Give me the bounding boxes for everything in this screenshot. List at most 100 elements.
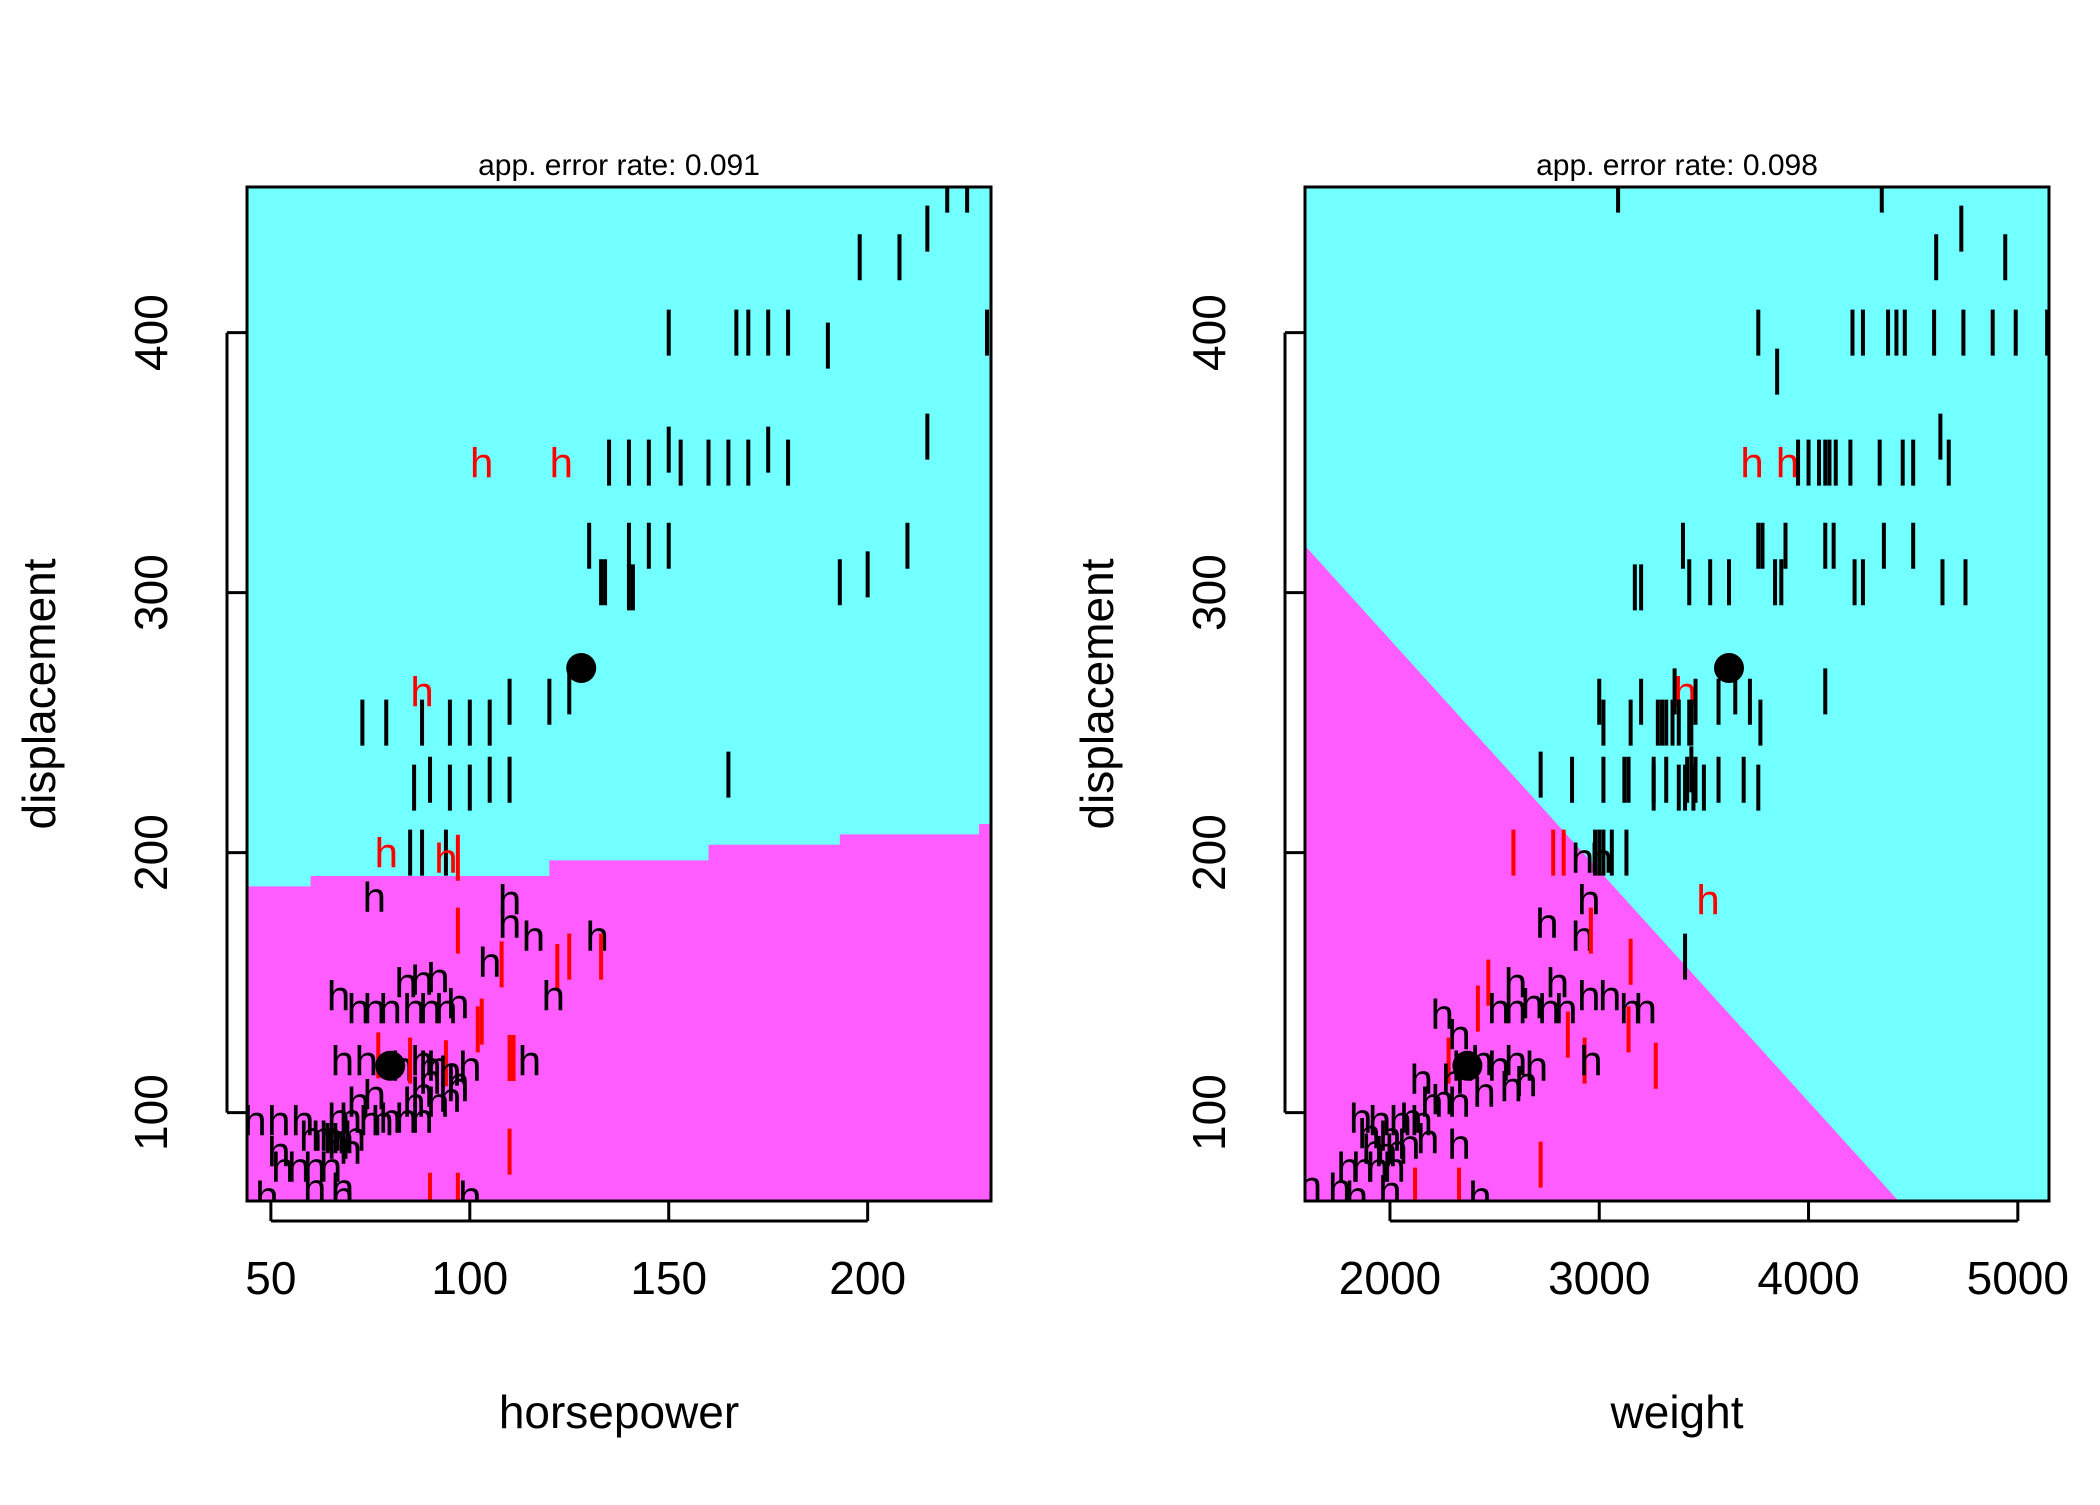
data-point-h: h <box>1447 1012 1470 1059</box>
data-point-h: h <box>299 1113 322 1160</box>
data-point-h: h <box>331 1173 354 1220</box>
data-point-h: h <box>446 1064 469 1111</box>
y-tick-label: 400 <box>125 294 177 371</box>
data-point-h: h <box>1378 1113 1401 1160</box>
data-point-h: h <box>434 835 457 882</box>
data-point-h: h <box>402 1079 425 1126</box>
data-point-h: h <box>1447 1079 1470 1126</box>
data-point-h: h <box>1590 835 1613 882</box>
data-point-h: h <box>331 1038 354 1085</box>
data-point-h: h <box>1399 1095 1422 1142</box>
data-point-h: h <box>327 1095 350 1142</box>
data-point-h: h <box>1525 1043 1548 1090</box>
centroid-marker <box>1714 653 1745 683</box>
data-point-h: h <box>1521 980 1544 1027</box>
data-point-h: h <box>426 954 449 1001</box>
data-point-h: h <box>355 1038 378 1085</box>
data-point-h: h <box>379 986 402 1033</box>
data-point-h: h <box>1554 986 1577 1033</box>
data-point-h: h <box>1487 1043 1510 1090</box>
y-tick-label: 200 <box>1183 814 1235 891</box>
data-point-h: h <box>1776 440 1799 487</box>
data-point-h: h <box>585 913 608 960</box>
data-point-h: h <box>518 1038 541 1085</box>
data-point-h: h <box>323 1116 346 1163</box>
data-point-h: h <box>438 1048 461 1095</box>
y-tick-label: 400 <box>1183 294 1235 371</box>
data-point-h: h <box>319 1144 342 1191</box>
data-point-h: h <box>1468 1173 1491 1220</box>
data-point-h: h <box>410 668 433 715</box>
data-point-h: h <box>1535 900 1558 947</box>
data-point-h: h <box>426 1043 449 1090</box>
data-point-h: h <box>1431 1077 1454 1124</box>
data-point-h: h <box>1385 1126 1408 1173</box>
data-point-h: h <box>1362 1126 1385 1173</box>
data-point-h: h <box>1431 991 1454 1038</box>
data-point-h: h <box>1447 1121 1470 1168</box>
data-point-h: h <box>1410 1097 1433 1144</box>
data-point-h: h <box>331 1165 354 1212</box>
data-point-h: h <box>438 1074 461 1121</box>
data-point-h: h <box>267 1097 290 1144</box>
region-lower-class <box>1305 545 1899 1201</box>
chart-title: app. error rate: 0.091 <box>478 149 760 182</box>
data-point-h: h <box>1345 1173 1368 1220</box>
data-point-h: h <box>1420 1079 1443 1126</box>
data-point-h: h <box>542 973 565 1020</box>
data-point-h: h <box>1577 876 1600 923</box>
x-axis-title: horsepower <box>499 1386 739 1438</box>
data-point-h: h <box>1397 1121 1420 1168</box>
data-point-h: h <box>1351 1144 1374 1191</box>
data-point-h: h <box>1366 1144 1389 1191</box>
x-tick-label: 200 <box>829 1252 906 1304</box>
data-point-h: h <box>426 1079 449 1126</box>
data-point-h: h <box>402 986 425 1033</box>
data-point-h: h <box>359 1097 382 1144</box>
data-point-h: h <box>498 876 521 923</box>
data-point-h: h <box>1382 1144 1405 1191</box>
centroid-marker <box>1452 1050 1483 1081</box>
x-tick-label: 100 <box>431 1252 508 1304</box>
data-point-h: h <box>303 1144 326 1191</box>
data-point-h: h <box>1357 1110 1380 1157</box>
x-tick-label: 2000 <box>1339 1252 1441 1304</box>
data-point-h: h <box>458 1173 481 1220</box>
data-point-h: h <box>394 1095 417 1142</box>
y-axis-title: displacement <box>13 558 65 829</box>
data-point-h: h <box>550 440 573 487</box>
plot-frame <box>245 185 993 1203</box>
data-point-h: h <box>394 960 417 1007</box>
data-point-h: h <box>331 1116 354 1163</box>
data-point-h: h <box>470 440 493 487</box>
data-point-h: h <box>1571 913 1594 960</box>
region-lower-class <box>247 824 991 1201</box>
data-point-h: h <box>1504 960 1527 1007</box>
centroid-marker <box>566 653 597 683</box>
data-point-h: h <box>371 1097 394 1144</box>
data-point-h: h <box>1378 1168 1401 1215</box>
data-point-h: h <box>291 1097 314 1144</box>
data-point-h: h <box>339 1126 362 1173</box>
data-point-h: h <box>1368 1097 1391 1144</box>
data-point-h: h <box>1299 1162 1322 1209</box>
data-point-h: h <box>1696 876 1719 923</box>
data-point-h: h <box>375 830 398 877</box>
data-point-h: h <box>243 1097 266 1144</box>
data-point-h: h <box>319 1113 342 1160</box>
data-point-h: h <box>379 1095 402 1142</box>
data-point-h: h <box>1349 1095 1372 1142</box>
data-point-h: h <box>339 1095 362 1142</box>
data-point-h: h <box>522 913 545 960</box>
data-point-h: h <box>446 1058 469 1105</box>
data-point-h: h <box>327 1121 350 1168</box>
x-axis-title: weight <box>1610 1386 1744 1438</box>
data-point-h: h <box>1740 440 1763 487</box>
data-point-h: h <box>1504 986 1527 1033</box>
data-point-h: h <box>271 1144 294 1191</box>
y-tick-label: 100 <box>1183 1074 1235 1151</box>
x-tick-label: 4000 <box>1757 1252 1859 1304</box>
